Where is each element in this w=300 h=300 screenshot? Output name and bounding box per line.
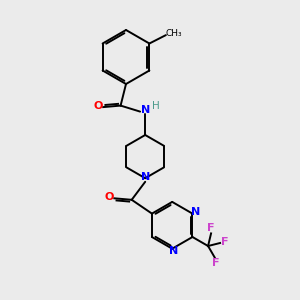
Text: CH₃: CH₃ [166,29,183,38]
Text: N: N [141,105,150,116]
Text: F: F [212,258,220,268]
Text: H: H [152,101,160,111]
Text: N: N [141,172,150,182]
Text: N: N [191,207,200,217]
Text: F: F [221,237,229,248]
Text: F: F [207,223,215,233]
Text: N: N [169,246,178,256]
Text: O: O [93,100,103,111]
Text: O: O [104,191,114,202]
